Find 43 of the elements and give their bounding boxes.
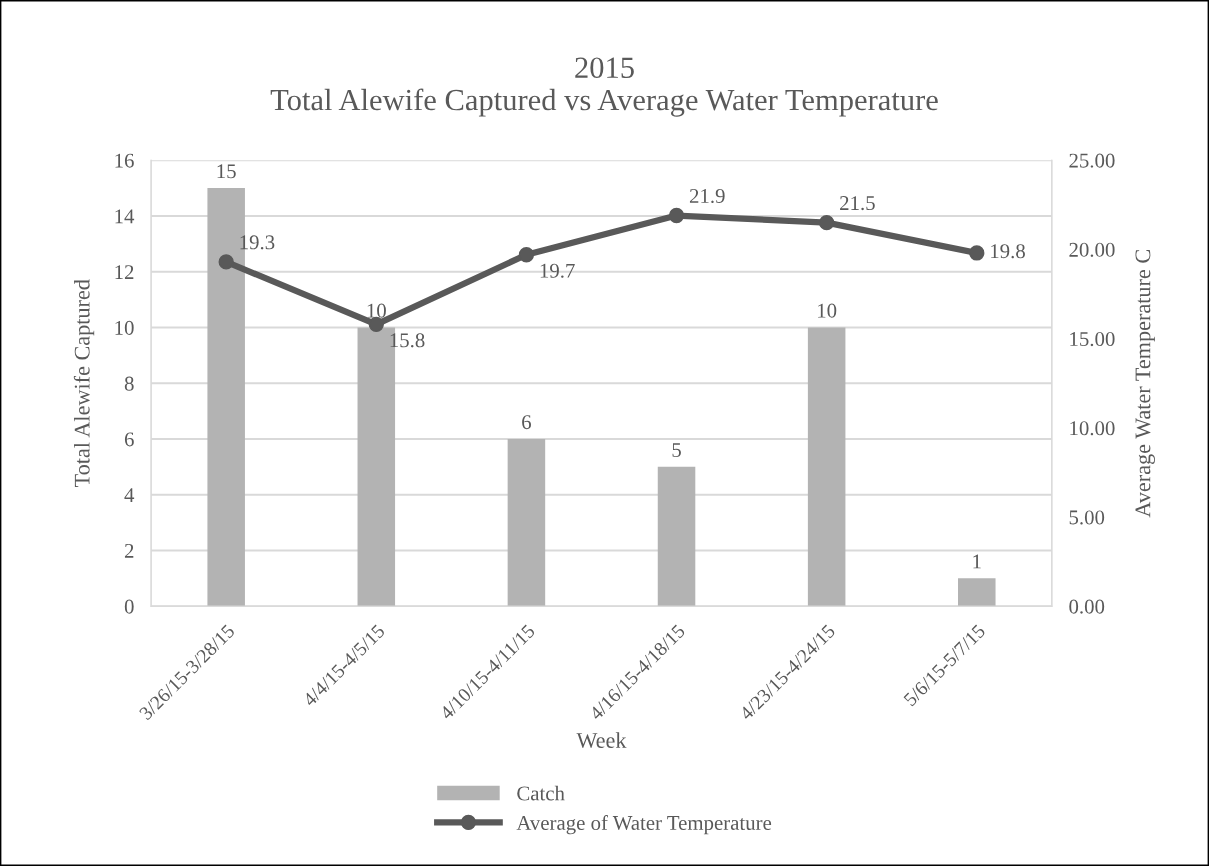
bar: [507, 438, 546, 607]
y2-tick-label: 5.00: [1069, 510, 1105, 525]
y2-tick-label: 10.00: [1070, 421, 1115, 436]
y2-tick-label: 0.00: [1069, 599, 1105, 614]
data-label: 10: [818, 303, 837, 318]
y-tick-label: 12: [115, 265, 134, 279]
y-axis-title: Total Alewife Captured: [73, 279, 95, 487]
y-tick-label: 6: [124, 432, 134, 447]
chart-title: 2015: [575, 57, 634, 79]
chart-subtitle: Total Alewife Captured vs Average Water Temperature: [270, 88, 938, 117]
point: [668, 207, 685, 224]
point: [819, 215, 835, 231]
y-tick-label: 14: [115, 209, 135, 224]
bar: [807, 327, 846, 607]
y-tick-label: 16: [115, 153, 134, 168]
point: [218, 254, 234, 270]
y2-tick-label: 15.00: [1070, 331, 1115, 347]
y-tick-label: 10: [115, 320, 134, 335]
point: [969, 245, 985, 261]
bar: [958, 578, 996, 607]
y-tick-label: 0: [124, 599, 134, 614]
data-label: 6: [522, 415, 532, 430]
legend-label: Average of Water Temperature: [516, 815, 772, 835]
y2-tick-label: 25.00: [1069, 153, 1115, 168]
data-label: 1: [973, 554, 981, 569]
data-label: 15: [217, 164, 236, 179]
y-tick-label: 4: [124, 488, 135, 502]
y2-tick-label: 20.00: [1069, 242, 1115, 257]
data-label: 19.7: [540, 263, 575, 278]
x-axis-title: Week: [576, 732, 627, 749]
data-label: 15.8: [390, 333, 425, 348]
data-label: 10: [367, 303, 386, 318]
y2-axis-title: Average Water Temperature C: [1135, 250, 1155, 518]
y-tick-label: 2: [124, 543, 134, 558]
data-label: 21.9: [689, 188, 725, 204]
data-label: 21.5: [840, 196, 875, 211]
data-label: 19.3: [240, 235, 275, 250]
point: [518, 247, 535, 263]
data-label: 19.8: [991, 244, 1025, 259]
data-label: 5: [672, 443, 681, 458]
legend-label: Catch: [517, 785, 565, 801]
bar: [657, 466, 696, 607]
y-tick-label: 8: [124, 376, 134, 391]
